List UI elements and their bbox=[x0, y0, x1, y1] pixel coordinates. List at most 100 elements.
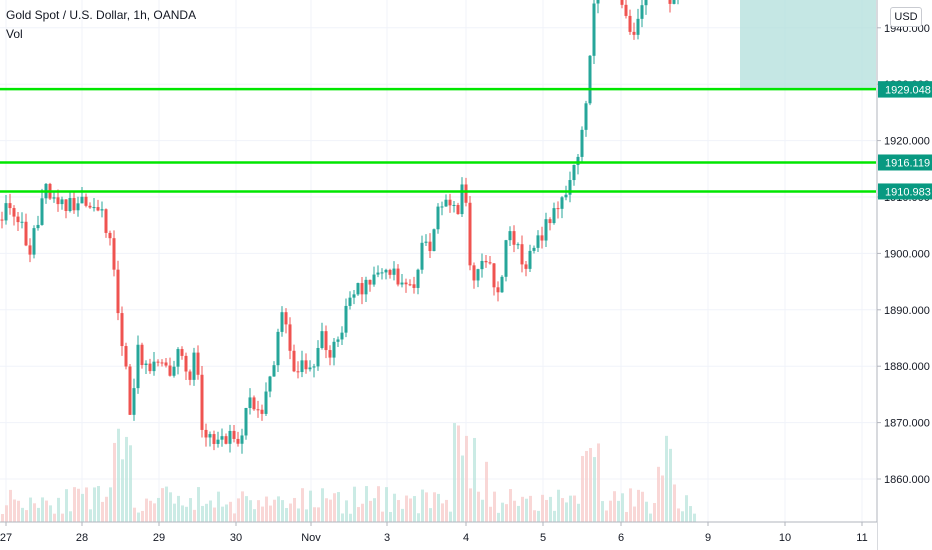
volume-bar bbox=[553, 510, 556, 522]
volume-bar bbox=[405, 495, 408, 522]
volume-bar bbox=[633, 506, 636, 522]
volume-bar bbox=[145, 498, 148, 522]
candle-body bbox=[268, 376, 272, 392]
candle-body bbox=[132, 388, 136, 415]
candle-body bbox=[480, 260, 484, 270]
candle-body bbox=[68, 198, 72, 211]
volume-bar bbox=[345, 500, 348, 522]
volume-bar bbox=[213, 507, 216, 522]
volume-bar bbox=[645, 501, 648, 522]
volume-bar bbox=[625, 511, 628, 522]
volume-bar bbox=[61, 513, 64, 522]
candle-body bbox=[636, 18, 640, 35]
volume-bar bbox=[317, 507, 320, 522]
candle-body bbox=[292, 350, 296, 372]
candle-body bbox=[380, 272, 384, 274]
candle-body bbox=[4, 203, 8, 221]
candle-body bbox=[412, 284, 416, 288]
candle-body bbox=[536, 235, 540, 248]
volume-bar bbox=[529, 495, 532, 522]
candle-body bbox=[316, 347, 320, 367]
candle-body bbox=[272, 365, 276, 377]
candle-body bbox=[92, 207, 96, 209]
volume-bar bbox=[49, 505, 52, 522]
candle-body bbox=[20, 221, 24, 223]
volume-bar bbox=[369, 500, 372, 522]
candle-body bbox=[80, 196, 84, 204]
volume-bar bbox=[13, 499, 16, 522]
candle-body bbox=[304, 360, 308, 370]
volume-bar bbox=[461, 455, 464, 522]
time-tick-label: 10 bbox=[779, 532, 791, 544]
candle-body bbox=[36, 224, 40, 229]
candle-body bbox=[576, 156, 580, 165]
candle-body bbox=[524, 264, 528, 269]
candle-body bbox=[444, 199, 448, 207]
candle-body bbox=[456, 204, 460, 215]
volume-bar bbox=[53, 513, 56, 522]
volume-bar bbox=[29, 497, 32, 522]
volume-bar bbox=[685, 495, 688, 522]
volume-bar bbox=[373, 498, 376, 522]
volume-bar bbox=[209, 500, 212, 522]
candle-body bbox=[344, 305, 348, 333]
candle-body bbox=[96, 207, 100, 211]
volume-bar bbox=[65, 489, 68, 522]
candle-body bbox=[32, 228, 36, 255]
volume-bar bbox=[649, 513, 652, 522]
volume-bar bbox=[77, 488, 80, 522]
candle-body bbox=[432, 229, 436, 252]
volume-bar bbox=[173, 503, 176, 522]
candle-body bbox=[420, 242, 424, 270]
candle-body bbox=[0, 219, 4, 221]
candle-body bbox=[72, 198, 76, 211]
volume-bar bbox=[541, 494, 544, 522]
volume-bar bbox=[341, 513, 344, 522]
time-tick-label: 5 bbox=[540, 532, 546, 544]
candle-body bbox=[476, 269, 480, 281]
candle-body bbox=[264, 391, 268, 414]
candle-body bbox=[560, 197, 564, 209]
candle-body bbox=[436, 206, 440, 230]
volume-bar bbox=[269, 505, 272, 522]
volume-bar bbox=[621, 493, 624, 522]
volume-bar bbox=[277, 496, 280, 522]
candle-body bbox=[424, 241, 428, 243]
candle-body bbox=[404, 282, 408, 285]
volume-bar bbox=[141, 510, 144, 522]
price-label-box bbox=[878, 183, 932, 200]
candle-body bbox=[236, 438, 240, 444]
price-tick-label: 1860.000 bbox=[884, 474, 930, 486]
volume-bar bbox=[693, 513, 696, 522]
candle-body bbox=[624, 4, 628, 16]
candle-body bbox=[260, 409, 264, 414]
volume-bar bbox=[253, 509, 256, 522]
candle-body bbox=[284, 312, 288, 325]
candle-body bbox=[340, 332, 344, 340]
candle-body bbox=[556, 208, 560, 210]
candle-body bbox=[588, 55, 592, 104]
time-tick-label: 30 bbox=[230, 532, 242, 544]
volume-bar bbox=[661, 475, 664, 522]
time-tick-label: Nov bbox=[301, 532, 321, 544]
candle-body bbox=[472, 265, 476, 281]
volume-bar bbox=[73, 487, 76, 522]
candle-body bbox=[496, 287, 500, 293]
time-tick-label: 27 bbox=[0, 532, 12, 544]
volume-bar bbox=[597, 443, 600, 522]
currency-button[interactable]: USD bbox=[890, 7, 922, 27]
volume-bar bbox=[333, 493, 336, 522]
volume-bar bbox=[229, 501, 232, 522]
volume-bar bbox=[537, 510, 540, 522]
volume-bar bbox=[449, 511, 452, 522]
volume-bar bbox=[505, 504, 508, 522]
candle-body bbox=[440, 206, 444, 208]
volume-bar bbox=[473, 437, 476, 522]
volume-bar bbox=[129, 445, 132, 522]
volume-bar bbox=[197, 487, 200, 522]
candle-body bbox=[228, 430, 232, 444]
volume-bar bbox=[285, 508, 288, 522]
candle-body bbox=[16, 216, 20, 223]
candle-body bbox=[212, 434, 216, 444]
